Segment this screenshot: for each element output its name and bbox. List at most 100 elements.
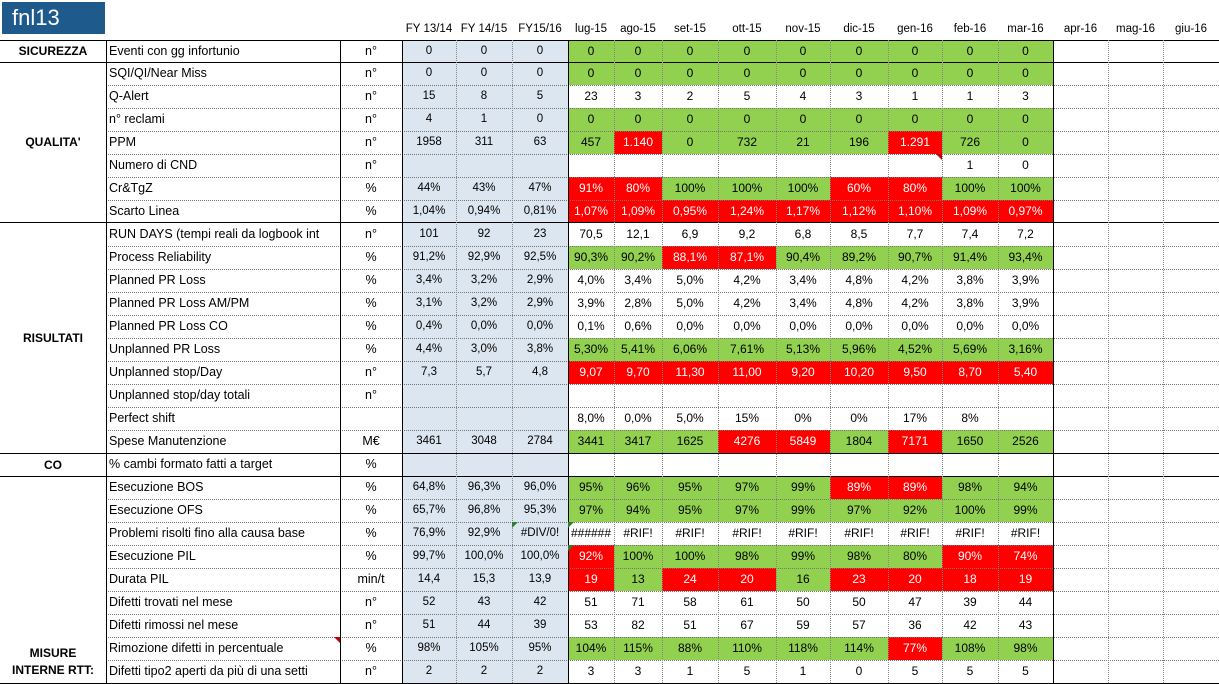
fy-value-cell[interactable]: 4 bbox=[425, 113, 433, 125]
month-value-cell[interactable] bbox=[888, 154, 942, 177]
month-value-cell[interactable]: 4,2% bbox=[733, 296, 761, 310]
month-value-cell[interactable]: 5,13% bbox=[776, 338, 830, 361]
row-label-cell[interactable]: Problemi risolti fino alla causa base bbox=[109, 526, 305, 540]
fy-value-cell[interactable] bbox=[512, 453, 568, 476]
month-value-cell[interactable]: 96% bbox=[614, 476, 662, 499]
fy-value-cell[interactable] bbox=[402, 407, 456, 430]
month-value-cell[interactable]: 98% bbox=[718, 545, 776, 568]
unit-cell[interactable]: n° bbox=[365, 66, 377, 80]
fy-value-cell[interactable]: 92,9% bbox=[467, 251, 501, 263]
month-value-cell[interactable]: 118% bbox=[776, 637, 830, 660]
unit-cell[interactable]: % bbox=[365, 641, 377, 655]
row-label-cell[interactable]: Esecuzione PIL bbox=[109, 549, 196, 563]
column-header[interactable]: ott-15 bbox=[732, 23, 762, 35]
month-value-cell[interactable]: 1804 bbox=[830, 430, 888, 453]
month-value-cell[interactable]: 5 bbox=[743, 89, 751, 103]
month-value-cell[interactable]: 100% bbox=[662, 545, 718, 568]
fy-value-cell[interactable]: 0 bbox=[536, 45, 544, 57]
month-value-cell[interactable]: 51 bbox=[683, 618, 697, 632]
month-value-cell[interactable]: 8,0% bbox=[577, 411, 605, 425]
fy-value-cell[interactable]: 0 bbox=[480, 67, 488, 79]
month-value-cell[interactable]: 3,16% bbox=[998, 338, 1053, 361]
column-header[interactable]: FY15/16 bbox=[518, 23, 562, 35]
fy-value-cell[interactable]: 3,4% bbox=[415, 274, 443, 286]
month-value-cell[interactable]: 1.140 bbox=[614, 131, 662, 154]
unit-cell[interactable]: n° bbox=[365, 365, 377, 379]
fy-value-cell[interactable]: 0,81% bbox=[523, 205, 557, 217]
month-value-cell[interactable]: 8,5 bbox=[850, 227, 868, 241]
row-label-cell[interactable]: Difetti rimossi nel mese bbox=[109, 618, 239, 632]
fy-value-cell[interactable]: 0,94% bbox=[467, 205, 501, 217]
fy-value-cell[interactable]: 44 bbox=[477, 619, 491, 631]
unit-cell[interactable]: n° bbox=[365, 112, 377, 126]
month-value-cell[interactable]: 1,12% bbox=[830, 200, 888, 222]
month-value-cell[interactable]: 6,8 bbox=[794, 227, 812, 241]
unit-cell[interactable]: M€ bbox=[362, 434, 380, 448]
month-value-cell[interactable]: 0,0% bbox=[845, 319, 873, 333]
month-value-cell[interactable]: 51 bbox=[584, 595, 598, 609]
fy-value-cell[interactable]: 43% bbox=[472, 182, 496, 194]
fy-value-cell[interactable]: 105% bbox=[469, 642, 499, 654]
month-value-cell[interactable]: 17% bbox=[902, 411, 928, 425]
fy-value-cell[interactable]: 65,7% bbox=[412, 504, 446, 516]
month-value-cell[interactable]: #RIF! bbox=[844, 526, 874, 540]
month-value-cell[interactable]: 90,3% bbox=[568, 246, 614, 269]
month-value-cell[interactable]: 47 bbox=[908, 595, 922, 609]
fy-value-cell[interactable]: 2 bbox=[536, 665, 544, 677]
month-value-cell[interactable]: 1 bbox=[799, 664, 807, 678]
month-value-cell[interactable]: 67 bbox=[740, 618, 754, 632]
fy-value-cell[interactable] bbox=[512, 407, 568, 430]
fy-value-cell[interactable]: 3461 bbox=[416, 435, 442, 447]
row-label-cell[interactable]: Planned PR Loss CO bbox=[109, 319, 228, 333]
month-value-cell[interactable] bbox=[998, 407, 1053, 430]
unit-cell[interactable]: % bbox=[365, 250, 377, 264]
month-value-cell[interactable]: 0 bbox=[998, 131, 1053, 154]
fy-value-cell[interactable]: 99,7% bbox=[412, 550, 446, 562]
fy-value-cell[interactable] bbox=[456, 154, 512, 177]
fy-value-cell[interactable] bbox=[456, 384, 512, 407]
month-value-cell[interactable]: 98% bbox=[998, 637, 1053, 660]
unit-cell[interactable]: % bbox=[365, 503, 377, 517]
unit-cell[interactable]: % bbox=[365, 319, 377, 333]
month-value-cell[interactable]: 71 bbox=[631, 595, 645, 609]
month-value-cell[interactable]: 0,0% bbox=[733, 319, 761, 333]
month-value-cell[interactable]: 0,1% bbox=[577, 319, 605, 333]
fy-value-cell[interactable]: 4,4% bbox=[415, 343, 443, 355]
month-value-cell[interactable]: 92% bbox=[568, 545, 614, 568]
month-value-cell[interactable]: 23 bbox=[830, 568, 888, 591]
fy-value-cell[interactable]: 96,0% bbox=[523, 481, 557, 493]
month-value-cell[interactable]: 9,2 bbox=[738, 227, 756, 241]
month-value-cell[interactable]: #RIF! bbox=[1010, 526, 1041, 540]
month-value-cell[interactable]: 20 bbox=[718, 568, 776, 591]
fy-value-cell[interactable]: 0,0% bbox=[470, 320, 498, 332]
month-value-cell[interactable]: 0 bbox=[1022, 158, 1029, 172]
month-value-cell[interactable]: 1650 bbox=[942, 430, 998, 453]
month-value-cell[interactable]: 0 bbox=[662, 40, 718, 62]
month-value-cell[interactable] bbox=[776, 384, 830, 407]
fy-value-cell[interactable]: 100,0% bbox=[464, 550, 504, 562]
month-value-cell[interactable]: 0 bbox=[568, 108, 614, 131]
column-header[interactable]: giu-16 bbox=[1175, 23, 1207, 35]
month-value-cell[interactable]: 95% bbox=[568, 476, 614, 499]
column-header[interactable]: gen-16 bbox=[897, 23, 933, 35]
month-value-cell[interactable]: 0 bbox=[888, 62, 942, 85]
row-label-cell[interactable]: Cr&TgZ bbox=[109, 181, 153, 195]
month-value-cell[interactable] bbox=[662, 384, 718, 407]
row-label-cell[interactable]: Scarto Linea bbox=[109, 204, 180, 218]
row-label-cell[interactable]: SQI/QI/Near Miss bbox=[109, 66, 207, 80]
month-value-cell[interactable] bbox=[718, 154, 776, 177]
fy-value-cell[interactable]: 96,8% bbox=[467, 504, 501, 516]
month-value-cell[interactable]: 5,40 bbox=[998, 361, 1053, 384]
column-header[interactable]: set-15 bbox=[674, 23, 706, 35]
month-value-cell[interactable]: 92% bbox=[888, 499, 942, 522]
fy-value-cell[interactable]: 2,9% bbox=[526, 297, 554, 309]
month-value-cell[interactable]: 80% bbox=[888, 545, 942, 568]
fy-value-cell[interactable]: 5,7 bbox=[476, 366, 492, 378]
fy-value-cell[interactable]: 98% bbox=[417, 642, 441, 654]
fy-value-cell[interactable]: 0,0% bbox=[526, 320, 554, 332]
column-header[interactable]: apr-16 bbox=[1063, 23, 1098, 35]
row-label-cell[interactable]: Durata PIL bbox=[109, 572, 169, 586]
row-label-cell[interactable]: Unplanned stop/day totali bbox=[109, 388, 251, 402]
month-value-cell[interactable]: 94% bbox=[614, 499, 662, 522]
fy-value-cell[interactable]: 92,5% bbox=[523, 251, 557, 263]
